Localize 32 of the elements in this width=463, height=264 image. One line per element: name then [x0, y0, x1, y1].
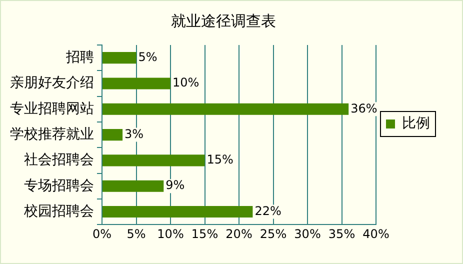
- x-tick-label: 10%: [157, 226, 184, 241]
- data-label: 36%: [350, 101, 378, 116]
- y-tick-label: 学校推荐就业: [10, 126, 94, 142]
- y-tick-label: 专场招聘会: [24, 178, 94, 194]
- x-tick-label: 40%: [362, 226, 390, 241]
- y-tick-label: 亲朋好友介绍: [10, 75, 94, 92]
- bar: [102, 129, 123, 141]
- y-tick-label: 社会招聘会: [24, 152, 94, 168]
- data-label: 15%: [206, 152, 234, 167]
- y-tick-label: 招聘: [65, 49, 94, 66]
- chart-title: 就业途径调查表: [171, 12, 276, 30]
- bar: [102, 180, 164, 192]
- y-tick-label: 专业招聘网站: [10, 100, 94, 117]
- bar: [102, 78, 170, 90]
- bar: [102, 206, 253, 218]
- x-tick-label: 30%: [294, 226, 321, 241]
- data-label: 5%: [138, 50, 158, 64]
- x-tick-label: 25%: [260, 226, 287, 241]
- data-label: 10%: [172, 76, 200, 90]
- y-tick-label: 校园招聘会: [23, 203, 94, 220]
- bar: [102, 103, 349, 115]
- data-label: 22%: [254, 204, 282, 218]
- data-label: 3%: [124, 126, 144, 141]
- bar: [102, 154, 205, 166]
- data-label: 9%: [166, 178, 185, 192]
- x-tick-label: 15%: [191, 226, 218, 241]
- x-tick-label: 0%: [92, 226, 112, 241]
- bar: [102, 52, 136, 64]
- legend-label: 比例: [402, 116, 430, 132]
- x-tick-label: 5%: [126, 226, 146, 241]
- x-tick-label: 20%: [226, 226, 252, 241]
- x-tick-label: 35%: [328, 226, 356, 241]
